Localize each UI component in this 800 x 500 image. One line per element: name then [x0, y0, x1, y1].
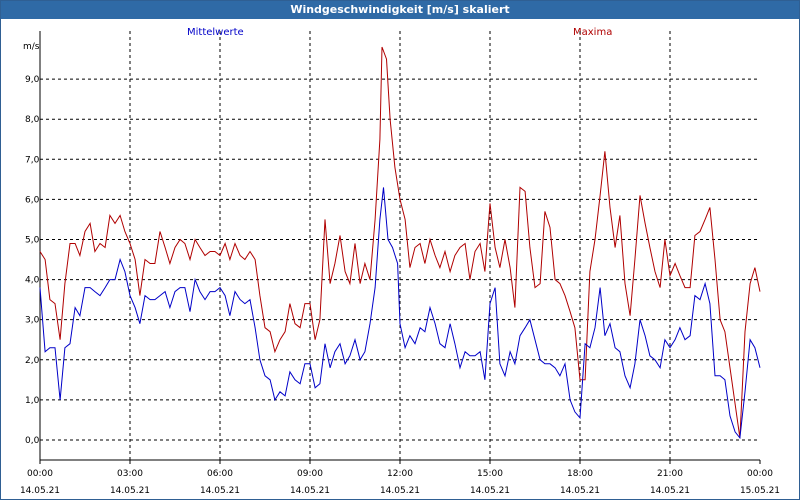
x-tick-time: 03:00 — [117, 469, 143, 479]
x-tick-time: 21:00 — [657, 469, 683, 479]
series-line-mittelwerte — [39, 187, 761, 440]
x-tick-time: 00:00 — [27, 469, 53, 479]
x-tick-date: 14.05.21 — [470, 486, 510, 496]
y-axis-unit-label: m/s — [23, 42, 40, 52]
y-tick-label: 5,0 — [25, 235, 40, 245]
x-tick-date: 14.05.21 — [200, 486, 240, 496]
x-tick-time: 09:00 — [297, 469, 323, 479]
y-tick-label: 6,0 — [25, 195, 40, 205]
x-tick-date: 15.05.21 — [740, 486, 780, 496]
legend-mittelwerte: Mittelwerte — [187, 27, 244, 38]
y-tick-label: 3,0 — [25, 316, 40, 326]
x-tick-date: 14.05.21 — [20, 486, 60, 496]
series-line-maxima — [39, 46, 761, 438]
y-tick-label: 9,0 — [25, 75, 40, 85]
grid — [40, 31, 760, 460]
x-tick-date: 14.05.21 — [560, 486, 600, 496]
y-tick-label: 4,0 — [25, 276, 40, 286]
y-tick-label: 2,0 — [25, 356, 40, 366]
x-tick-date: 14.05.21 — [650, 486, 690, 496]
x-tick-time: 18:00 — [567, 469, 593, 479]
y-tick-label: 7,0 — [25, 155, 40, 165]
y-tick-label: 0,0 — [25, 436, 40, 446]
legend-maxima: Maxima — [573, 27, 613, 38]
tick-labels: 0,0 1,0 2,0 3,0 4,0 5,0 6,0 7,0 8,0 9,0 00:00 14.05… — [20, 75, 780, 496]
x-tick-time: 12:00 — [387, 469, 413, 479]
x-tick-date: 14.05.21 — [290, 486, 330, 496]
x-tick-time: 06:00 — [207, 469, 233, 479]
y-tick-label: 1,0 — [25, 396, 40, 406]
y-tick-label: 8,0 — [25, 115, 40, 125]
x-tick-date: 14.05.21 — [110, 486, 150, 496]
window-title: Windgeschwindigkeit [m/s] skaliert — [1, 1, 799, 19]
x-tick-date: 14.05.21 — [380, 486, 420, 496]
series-group — [39, 46, 761, 440]
x-tick-time: 00:00 — [747, 469, 773, 479]
axes — [39, 31, 761, 464]
x-tick-time: 15:00 — [477, 469, 503, 479]
